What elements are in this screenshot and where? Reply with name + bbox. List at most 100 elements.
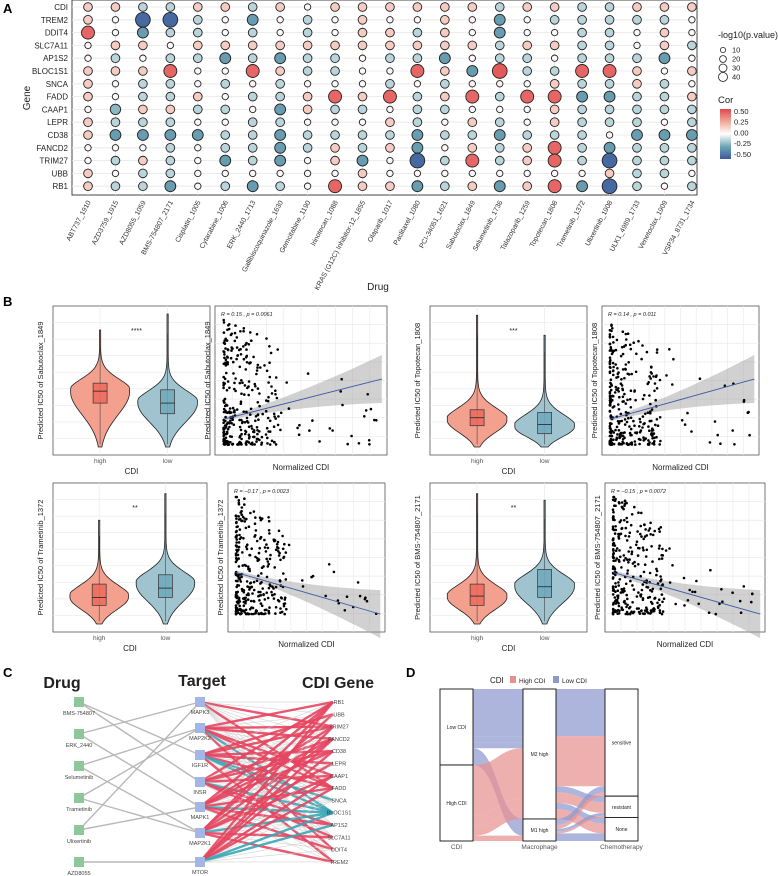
dot-point — [467, 2, 478, 12]
dot-point — [604, 168, 615, 179]
scatter-point — [654, 375, 658, 379]
stratum-label: High CDI — [446, 801, 466, 807]
dot-point — [84, 105, 92, 114]
scatter-point — [259, 518, 263, 522]
gene-node-label: TREM2 — [330, 860, 349, 866]
scatter-point — [645, 579, 648, 582]
scatter-point — [261, 412, 265, 416]
scatter-point — [255, 609, 258, 613]
scatter-point — [709, 568, 712, 572]
dot-point — [192, 104, 203, 115]
scatter-point — [612, 365, 615, 369]
scatter-point — [609, 397, 612, 401]
scatter-point — [612, 373, 615, 377]
scatter-point — [612, 438, 615, 442]
scatter-point — [641, 397, 645, 401]
y-axis-title: Predicted IC50 of BMS-754807_2171 — [593, 495, 602, 620]
scatter-point — [235, 525, 238, 529]
scatter-point — [648, 429, 651, 433]
scatter-point — [274, 612, 277, 615]
scatter-point — [637, 591, 640, 594]
scatter-point — [637, 610, 641, 614]
edge-positive — [199, 701, 334, 808]
scatter-point — [260, 581, 263, 584]
scatter-point — [227, 324, 230, 327]
alluvial-flow — [473, 689, 523, 737]
scatter-point — [609, 388, 613, 392]
dot-point — [83, 130, 93, 140]
target-node — [195, 777, 205, 787]
dot-point — [687, 142, 697, 153]
drug-node-label: Trametinib — [66, 807, 92, 813]
scatter-point — [641, 612, 645, 615]
scatter-point — [283, 598, 287, 601]
scatter-point — [235, 541, 238, 544]
scatter-point — [222, 428, 225, 431]
regression-line — [612, 571, 761, 615]
scatter-point — [237, 608, 241, 612]
dot-point — [658, 129, 671, 141]
dot-point — [192, 2, 203, 12]
scatter-point — [256, 429, 259, 432]
scatter-point — [249, 331, 252, 334]
scatter-point — [631, 584, 634, 587]
scatter-point — [285, 381, 289, 384]
drug-label: Irinotecan_1088 — [310, 200, 340, 248]
scatter-point — [625, 338, 628, 341]
dot-point — [411, 141, 424, 154]
dot-point — [523, 105, 531, 114]
scatter-point — [279, 411, 283, 415]
dot-point — [330, 142, 340, 153]
scatter-point — [742, 400, 746, 403]
edge-negative — [199, 823, 334, 864]
edge-positive — [199, 750, 334, 863]
scatter-point — [748, 433, 751, 437]
scatter-point — [260, 604, 264, 608]
dot-point — [110, 2, 121, 12]
gene-node-label: SNCA — [331, 798, 347, 804]
scatter-plot: R = 0.15 , p = 0.0061 Normalized CDI Predi… — [203, 305, 388, 472]
dot-point — [660, 118, 669, 126]
scatter-point — [240, 432, 243, 436]
alluvial-flow — [473, 835, 523, 840]
scatter-point — [609, 378, 613, 382]
scatter-point — [242, 329, 245, 333]
scatter-point — [649, 600, 653, 604]
box-low — [537, 412, 552, 435]
scatter-point — [340, 377, 344, 381]
dot-point — [138, 168, 148, 179]
scatter-point — [225, 371, 228, 375]
scatter-point — [235, 538, 239, 541]
gene-label: CD38 — [48, 131, 69, 140]
legend-label: Low CDI — [562, 678, 587, 685]
scatter-point — [632, 610, 636, 614]
scatter-point — [645, 548, 649, 552]
scatter-point — [648, 571, 652, 575]
scatter-point — [608, 440, 612, 444]
scatter-point — [239, 428, 243, 432]
x-tick-label: low — [163, 458, 173, 465]
scatter-point — [284, 578, 288, 581]
dot-point — [138, 40, 148, 51]
scatter-point — [632, 419, 635, 423]
dot-point — [303, 118, 312, 126]
scatter-point — [252, 588, 256, 592]
scatter-point — [654, 398, 657, 402]
scatter-point — [368, 443, 371, 446]
scatter-point — [268, 443, 272, 446]
scatter-point — [612, 394, 615, 398]
edge-drug-target — [78, 733, 201, 808]
scatter-point — [652, 432, 656, 435]
scatter-point — [244, 442, 248, 445]
scatter-point — [222, 386, 225, 390]
scatter-point — [224, 347, 227, 350]
scatter-point — [262, 612, 266, 616]
edge-weak — [199, 714, 334, 863]
dot-point — [220, 130, 231, 140]
scatter-point — [616, 596, 620, 600]
gene-label: SLC7A11 — [34, 41, 68, 50]
scatter-point — [626, 398, 629, 402]
dot-point — [687, 104, 697, 115]
scatter-point — [252, 600, 256, 603]
scatter-point — [247, 385, 250, 388]
